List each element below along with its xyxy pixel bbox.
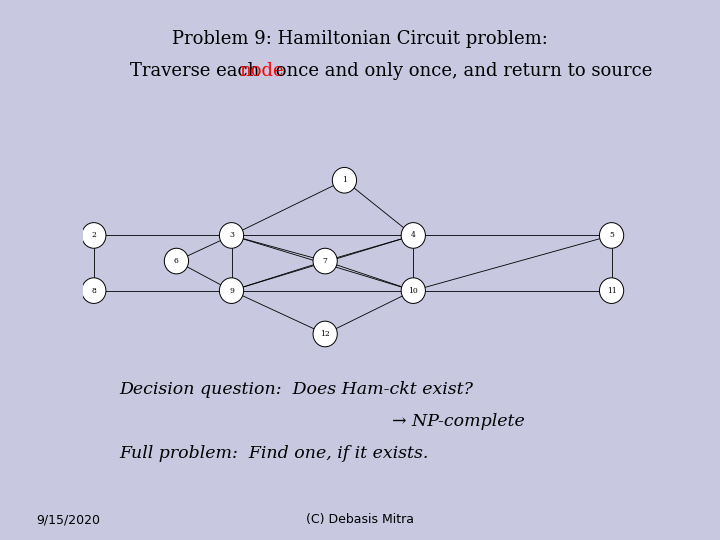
Ellipse shape bbox=[401, 278, 426, 303]
Ellipse shape bbox=[164, 248, 189, 274]
Text: 1: 1 bbox=[342, 176, 347, 184]
Ellipse shape bbox=[220, 278, 243, 303]
Text: 11: 11 bbox=[607, 287, 616, 295]
Ellipse shape bbox=[81, 222, 106, 248]
Ellipse shape bbox=[600, 222, 624, 248]
Ellipse shape bbox=[333, 167, 356, 193]
Text: 2: 2 bbox=[91, 232, 96, 239]
Text: 9: 9 bbox=[229, 287, 234, 295]
Ellipse shape bbox=[401, 222, 426, 248]
Text: 3: 3 bbox=[229, 232, 234, 239]
Text: 12: 12 bbox=[320, 330, 330, 338]
Text: 6: 6 bbox=[174, 257, 179, 265]
Ellipse shape bbox=[313, 248, 337, 274]
Ellipse shape bbox=[600, 278, 624, 303]
Text: (C) Debasis Mitra: (C) Debasis Mitra bbox=[306, 514, 414, 526]
Text: once and only once, and return to source: once and only once, and return to source bbox=[270, 62, 652, 80]
Text: Decision question:  Does Ham-ckt exist?: Decision question: Does Ham-ckt exist? bbox=[119, 381, 473, 397]
Ellipse shape bbox=[81, 278, 106, 303]
Text: Full problem:  Find one, if it exists.: Full problem: Find one, if it exists. bbox=[119, 446, 428, 462]
Text: 9/15/2020: 9/15/2020 bbox=[36, 514, 100, 526]
Text: → NP-complete: → NP-complete bbox=[392, 413, 525, 430]
Text: 7: 7 bbox=[323, 257, 328, 265]
Text: 10: 10 bbox=[408, 287, 418, 295]
Text: 8: 8 bbox=[91, 287, 96, 295]
Ellipse shape bbox=[313, 321, 337, 347]
Text: Traverse each: Traverse each bbox=[130, 62, 265, 80]
Text: 4: 4 bbox=[411, 232, 415, 239]
Text: node: node bbox=[239, 62, 284, 80]
Text: Problem 9: Hamiltonian Circuit problem:: Problem 9: Hamiltonian Circuit problem: bbox=[172, 30, 548, 48]
Ellipse shape bbox=[220, 222, 243, 248]
Text: 5: 5 bbox=[609, 232, 614, 239]
